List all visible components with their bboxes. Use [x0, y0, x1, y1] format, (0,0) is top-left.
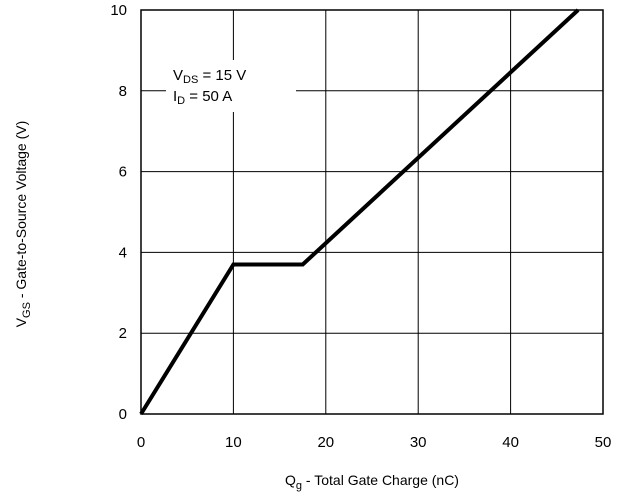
x-tick-label: 50	[595, 434, 612, 451]
plot-frame	[140, 9, 604, 415]
x-axis-label: Qg - Total Gate Charge (nC)	[285, 472, 459, 492]
y-tick-label: 2	[119, 325, 127, 342]
y-tick-label: 4	[119, 244, 127, 261]
x-tick-label: 10	[225, 434, 242, 451]
x-tick-label: 0	[137, 434, 145, 451]
y-tick-labels: 0 2 4 6 8 10	[110, 2, 127, 423]
y-tick-label: 8	[119, 83, 127, 100]
y-axis-label: VGS - Gate-to-Source Voltage (V)	[13, 121, 33, 328]
annotation-id: ID = 50 A	[173, 88, 232, 107]
y-tick-label: 0	[119, 406, 127, 423]
x-tick-label: 40	[502, 434, 519, 451]
x-tick-label: 30	[410, 434, 427, 451]
x-tick-label: 20	[317, 434, 334, 451]
series-line-gate-charge	[139, 8, 580, 416]
x-tick-labels: 0 10 20 30 40 50	[137, 434, 612, 451]
y-tick-label: 10	[110, 2, 127, 19]
y-tick-label: 6	[119, 164, 127, 181]
annotation-vds: VDS = 15 V	[173, 67, 246, 86]
annotation-background	[166, 60, 296, 112]
